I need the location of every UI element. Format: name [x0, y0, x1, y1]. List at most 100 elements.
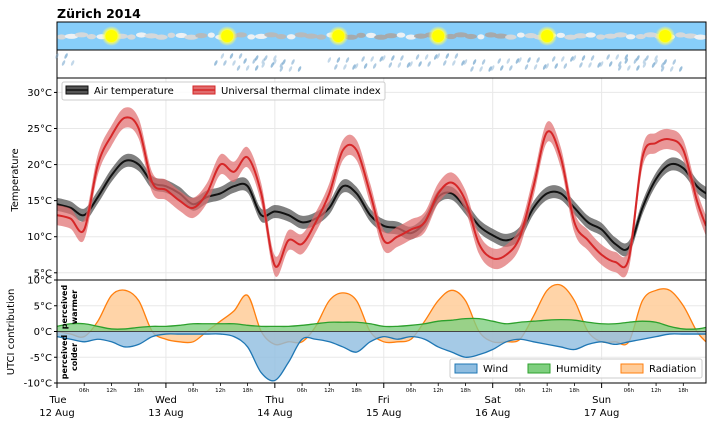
rain-drop: [533, 64, 538, 70]
rain-drop: [229, 53, 234, 59]
rain-drop: [273, 55, 277, 61]
rain-drop: [554, 63, 558, 69]
series-band-1: [57, 107, 706, 278]
rain-drop: [524, 64, 529, 70]
rain-drop: [282, 59, 286, 65]
legend-label-utci: Universal thermal climate index: [221, 86, 381, 97]
rain-drop: [61, 60, 66, 66]
rain-drop: [506, 58, 511, 64]
xtick-hour: 06h: [79, 388, 90, 394]
rain-drop: [527, 57, 531, 63]
ytick-label-utci: 10°C: [27, 276, 52, 287]
rain-drop: [245, 65, 250, 71]
xtick-hour: 18h: [678, 388, 689, 394]
utci-panel: -10°C -5°C 0°C 5°C 10°C UTCI contribution pe…: [6, 276, 707, 390]
xtick-day: Sun: [592, 395, 611, 406]
rain-drop: [372, 63, 377, 69]
rain-drop: [297, 66, 302, 72]
ytick-label-utci: 5°C: [34, 301, 52, 312]
xtick-hour: 06h: [624, 388, 635, 394]
cloud-puff: [86, 34, 97, 40]
cloud-puff: [155, 34, 168, 40]
rain-drop: [214, 60, 218, 66]
annotation-warmer-line: warmer: [70, 290, 79, 324]
utci-yticks: -10°C -5°C 0°C 5°C 10°C: [24, 276, 57, 390]
rain-drop: [599, 61, 604, 67]
xtick-hour: 06h: [188, 388, 199, 394]
cloud-puff: [675, 32, 686, 38]
rain-drop: [223, 60, 227, 66]
cloud-puff: [556, 32, 566, 38]
rain-drop: [327, 57, 332, 63]
rain-drop: [590, 55, 595, 61]
rain-drop: [279, 66, 284, 72]
rain-drop: [363, 63, 368, 69]
ytick-label-temp: 5°C: [34, 268, 52, 279]
cloud-puff: [573, 33, 588, 39]
legend-label-wind: Wind: [483, 364, 508, 375]
legend-label-radiation: Radiation: [649, 364, 696, 375]
rain-drop: [651, 62, 656, 68]
rain-drop: [636, 65, 640, 71]
ytick-label-utci: 0°C: [34, 327, 52, 338]
sun-icon: [541, 30, 554, 42]
area-fill-1: [57, 318, 706, 332]
ytick-label-utci: -5°C: [30, 353, 52, 364]
rain-drop: [479, 66, 483, 72]
x-axis: Tue 12 Aug 06h 12h 18h Wed 13 Aug 06h 12h 18h Thu 1…: [39, 383, 689, 419]
chart-title: Zürich 2014: [57, 6, 141, 21]
cloud-puff: [516, 32, 525, 38]
xtick-hour: 06h: [297, 388, 308, 394]
cloud-puff: [316, 34, 327, 40]
annotation-colder-line: perceived: [60, 335, 69, 380]
legend-label-air: Air temperature: [94, 86, 174, 97]
temperature-series: [57, 107, 706, 278]
rain-drop: [679, 66, 683, 72]
rain-drops: [55, 53, 683, 72]
cloud-puff: [384, 33, 398, 39]
rain-drop: [490, 65, 495, 71]
rain-drop: [220, 53, 225, 59]
cloud-puff: [167, 32, 176, 38]
rain-drop: [238, 53, 243, 59]
ytick-label-temp: 20°C: [27, 160, 52, 171]
cloud-puff: [625, 34, 636, 40]
rain-drop: [370, 56, 374, 62]
rain-drop: [264, 55, 268, 61]
cloud-puff: [144, 33, 159, 39]
rain-drop: [536, 57, 540, 63]
rain-drop: [436, 53, 440, 59]
cloud-puff: [585, 32, 596, 38]
rain-drop: [427, 61, 431, 67]
rain-drop: [606, 54, 610, 60]
rain-drop: [254, 65, 259, 71]
rain-drop: [509, 65, 513, 71]
rain-drop: [579, 62, 583, 68]
cloud-puff: [74, 32, 89, 38]
cloud-puff: [356, 32, 366, 38]
temperature-ylabel: Temperature: [10, 148, 21, 212]
cloud-puff: [396, 32, 406, 38]
cloud-puff: [275, 33, 287, 40]
rain-drop: [615, 54, 619, 60]
rain-drop: [624, 58, 629, 64]
rain-drop: [291, 59, 295, 65]
rain-drop: [64, 53, 68, 59]
rain-drop: [415, 54, 420, 60]
ytick-label-temp: 10°C: [27, 232, 52, 243]
legend-swatch-humidity: [527, 363, 551, 374]
rain-drop: [261, 62, 265, 68]
rain-drop: [624, 54, 629, 60]
area-line-1: [57, 317, 706, 330]
rain-drop: [551, 56, 556, 62]
rain-drop: [563, 63, 568, 69]
cloud-puff: [414, 33, 428, 39]
xtick-day: Wed: [155, 395, 177, 406]
rain-drop: [236, 65, 241, 71]
xtick-date: 16 Aug: [475, 408, 510, 419]
cloud-puff: [195, 32, 208, 39]
rain-drop: [642, 62, 647, 68]
xtick-date: 12 Aug: [39, 408, 74, 419]
rain-drop: [588, 62, 592, 68]
